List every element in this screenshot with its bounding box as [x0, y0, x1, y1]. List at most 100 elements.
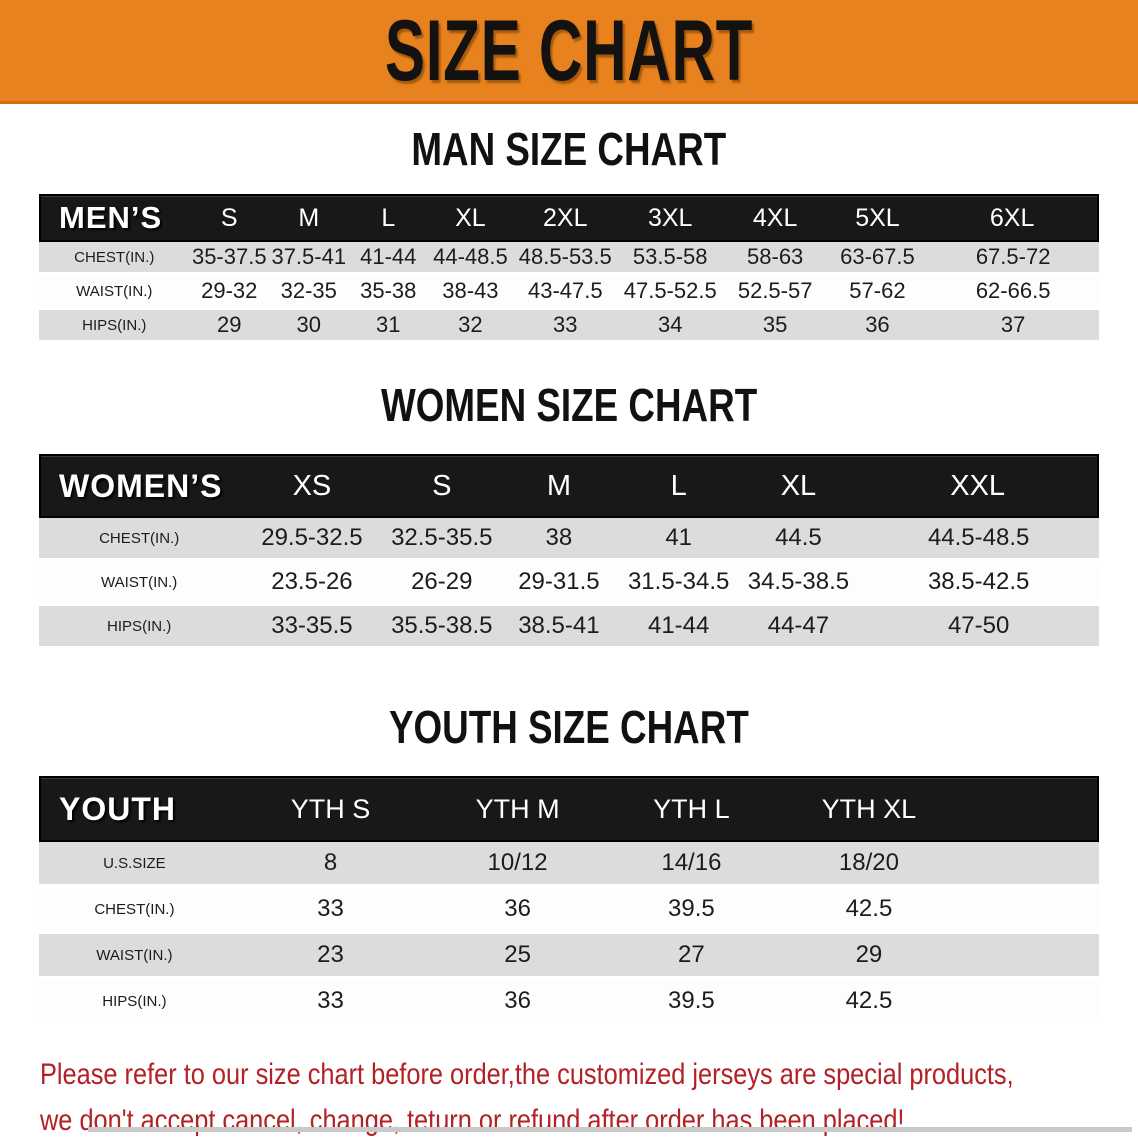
size-section: WOMEN SIZE CHART WOMEN’S XS S M L XL XXL CHEST(I…	[0, 382, 1138, 650]
row-label: WAIST(IN.)	[39, 562, 240, 606]
table-row: HIPS(IN.) 33-35.5 35.5-38.5 38.5-41 41-44 44-…	[39, 606, 1099, 650]
size-value-cell: 34.5-38.5	[738, 562, 859, 606]
size-value-cell: 25	[431, 934, 604, 980]
size-value-cell: 39.5	[603, 888, 779, 934]
size-value-cell: 8	[229, 842, 432, 888]
column-header: L	[348, 194, 429, 242]
row-label: HIPS(IN.)	[39, 310, 190, 344]
size-value-cell: 29	[189, 310, 270, 344]
size-value-cell: 27	[603, 934, 779, 980]
size-value-cell-filler	[959, 934, 1099, 980]
size-value-cell: 23	[229, 934, 432, 980]
size-value-cell: 44-48.5	[428, 242, 513, 276]
size-value-cell: 33	[512, 310, 618, 344]
table-corner-label: YOUTH	[39, 776, 230, 842]
column-header: XS	[239, 454, 385, 518]
size-value-cell: 47-50	[858, 606, 1099, 650]
size-value-cell-filler	[959, 980, 1099, 1026]
table-row: U.S.SIZE 8 10/12 14/16 18/20	[39, 842, 1099, 888]
table-row: WAIST(IN.) 23 25 27 29	[39, 934, 1099, 980]
size-value-cell: 41-44	[348, 242, 429, 276]
size-value-cell: 35-37.5	[189, 242, 270, 276]
size-value-cell: 41-44	[618, 606, 739, 650]
size-value-cell: 36	[827, 310, 928, 344]
size-value-cell: 29-32	[189, 276, 270, 310]
size-section: YOUTH SIZE CHART YOUTH YTH S YTH M YTH L YTH …	[0, 704, 1138, 1026]
size-value-cell: 44.5	[738, 518, 859, 562]
column-header: YTH S	[229, 776, 432, 842]
size-value-cell: 41	[618, 518, 739, 562]
row-label: U.S.SIZE	[39, 842, 230, 888]
size-value-cell: 38-43	[428, 276, 513, 310]
size-value-cell: 23.5-26	[239, 562, 385, 606]
column-header: XXL	[858, 454, 1099, 518]
column-header: 2XL	[512, 194, 618, 242]
column-header: YTH M	[431, 776, 604, 842]
size-value-cell: 42.5	[778, 888, 960, 934]
column-header: XL	[738, 454, 859, 518]
size-value-cell: 34	[617, 310, 723, 344]
column-header: L	[618, 454, 739, 518]
size-value-cell: 53.5-58	[617, 242, 723, 276]
size-sections-container: MAN SIZE CHART MEN’S S M L XL 2XL 3XL 4XL 5XL 6XL C…	[0, 126, 1138, 1026]
size-value-cell: 31	[348, 310, 429, 344]
row-label: CHEST(IN.)	[39, 242, 190, 276]
size-value-cell: 35	[722, 310, 828, 344]
size-value-cell: 29	[778, 934, 960, 980]
size-value-cell: 36	[431, 888, 604, 934]
column-header: 4XL	[722, 194, 828, 242]
size-value-cell: 35-38	[348, 276, 429, 310]
table-corner-label: WOMEN’S	[39, 454, 240, 518]
section-title: MAN SIZE CHART	[411, 123, 727, 175]
table-row: HIPS(IN.) 29 30 31 32 33 34 35 36 37	[39, 310, 1099, 344]
size-value-cell: 52.5-57	[722, 276, 828, 310]
size-value-cell: 37	[927, 310, 1099, 344]
disclaimer-line-2: we don't accept cancel, change, teturn o…	[40, 1103, 905, 1137]
row-label: WAIST(IN.)	[39, 276, 190, 310]
table-row: WAIST(IN.) 29-32 32-35 35-38 38-43 43-47.5 47.…	[39, 276, 1099, 310]
size-value-cell: 44-47	[738, 606, 859, 650]
size-value-cell: 38.5-42.5	[858, 562, 1099, 606]
row-label: CHEST(IN.)	[39, 518, 240, 562]
size-value-cell: 48.5-53.5	[512, 242, 618, 276]
size-table: MEN’S S M L XL 2XL 3XL 4XL 5XL 6XL CHEST(IN.) 35-37…	[39, 194, 1099, 344]
column-header: M	[499, 454, 619, 518]
column-header: 3XL	[617, 194, 723, 242]
size-value-cell: 39.5	[603, 980, 779, 1026]
bottom-divider	[88, 1127, 1132, 1132]
banner: SIZE CHART	[0, 0, 1138, 104]
column-header: YTH XL	[778, 776, 960, 842]
row-label: CHEST(IN.)	[39, 888, 230, 934]
size-value-cell: 35.5-38.5	[384, 606, 500, 650]
column-header: YTH L	[603, 776, 779, 842]
column-header: 6XL	[927, 194, 1099, 242]
size-value-cell: 43-47.5	[512, 276, 618, 310]
size-value-cell: 18/20	[778, 842, 960, 888]
size-value-cell: 29.5-32.5	[239, 518, 385, 562]
size-value-cell: 42.5	[778, 980, 960, 1026]
size-value-cell: 14/16	[603, 842, 779, 888]
size-value-cell: 58-63	[722, 242, 828, 276]
row-label: HIPS(IN.)	[39, 980, 230, 1026]
section-title: WOMEN SIZE CHART	[380, 379, 758, 431]
column-header: M	[269, 194, 349, 242]
column-header: 5XL	[827, 194, 928, 242]
size-table: WOMEN’S XS S M L XL XXL CHEST(IN.) 29.5-32.5 32.5…	[39, 454, 1099, 650]
table-row: CHEST(IN.) 29.5-32.5 32.5-35.5 38 41 44.5 44.5…	[39, 518, 1099, 562]
size-value-cell: 31.5-34.5	[618, 562, 739, 606]
column-header: XL	[428, 194, 513, 242]
column-header: S	[189, 194, 270, 242]
size-value-cell: 10/12	[431, 842, 604, 888]
table-row: CHEST(IN.) 33 36 39.5 42.5	[39, 888, 1099, 934]
size-value-cell: 62-66.5	[927, 276, 1099, 310]
size-value-cell: 26-29	[384, 562, 500, 606]
size-value-cell: 32	[428, 310, 513, 344]
size-value-cell: 33	[229, 980, 432, 1026]
size-table: YOUTH YTH S YTH M YTH L YTH XL U.S.SIZE 8 10/12…	[39, 776, 1099, 1026]
size-value-cell: 29-31.5	[499, 562, 619, 606]
section-title: YOUTH SIZE CHART	[389, 701, 749, 753]
table-corner-label: MEN’S	[39, 194, 190, 242]
size-section: MAN SIZE CHART MEN’S S M L XL 2XL 3XL 4XL 5XL 6XL C…	[0, 126, 1138, 344]
size-value-cell: 32-35	[269, 276, 349, 310]
